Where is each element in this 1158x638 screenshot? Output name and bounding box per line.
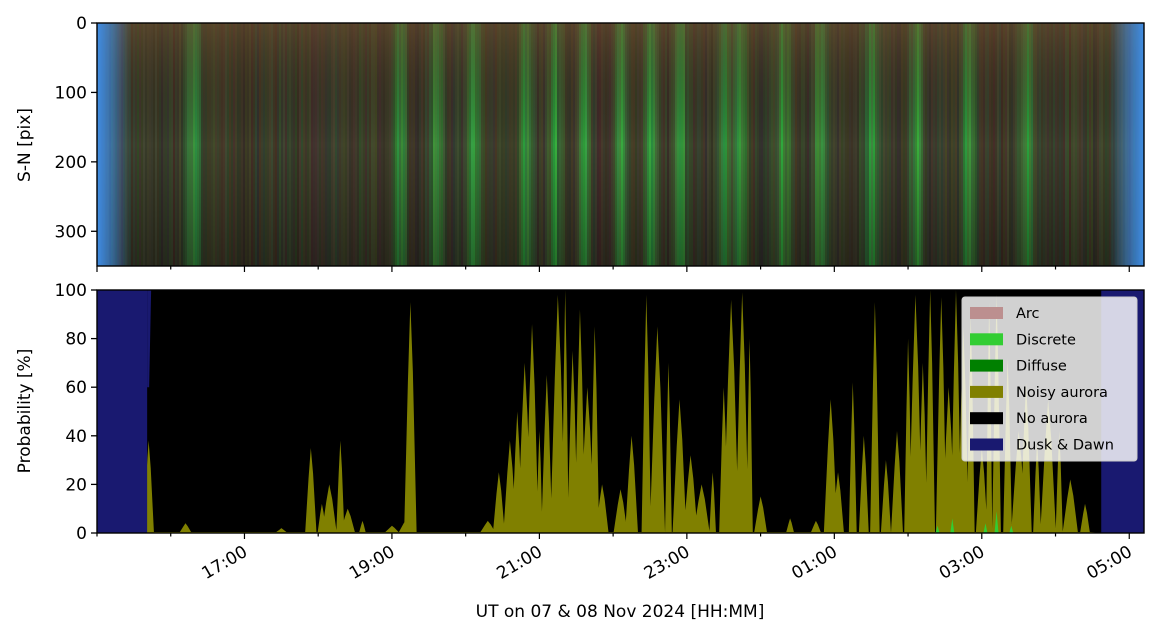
- x-tick-label: 19:00: [346, 542, 398, 584]
- legend-entry: Dusk & Dawn: [1016, 438, 1114, 454]
- legend-entry: No aurora: [1016, 411, 1088, 427]
- legend-swatch: [970, 333, 1003, 346]
- probability-y-axis: 0 20 40 60 80 100: [55, 281, 97, 544]
- keogram-panel: 0 100 200 300 S-N [pix]: [15, 14, 1145, 272]
- probability-frame: [96, 289, 1145, 534]
- probability-y-tick-label: 80: [65, 330, 87, 350]
- keogram-y-tick-label: 200: [55, 153, 87, 173]
- legend-entry: Discrete: [1016, 332, 1076, 348]
- probability-y-tick-label: 60: [65, 378, 87, 398]
- keogram-y-tick-label: 0: [76, 14, 87, 34]
- keogram-y-tick-label: 100: [55, 83, 87, 103]
- discrete-area: [983, 523, 988, 533]
- legend-entry: Arc: [1016, 306, 1040, 322]
- probability-panel: 0 20 40 60 80 100 17:00 19:00 21:00 23:00 01:00 03…: [15, 281, 1145, 622]
- probability-y-label: Probability [%]: [15, 349, 35, 474]
- legend: Arc Discrete Diffuse Noisy aurora No aurora D…: [961, 296, 1138, 462]
- legend-box: [961, 296, 1138, 462]
- keogram-frame: [96, 22, 1145, 267]
- legend-swatch: [970, 307, 1003, 319]
- probability-x-axis: 17:00 19:00 21:00 23:00 01:00 03:00 05:00: [96, 533, 1136, 584]
- keogram-y-label: S-N [pix]: [15, 108, 35, 182]
- probability-y-tick-label: 20: [65, 475, 87, 495]
- discrete-area: [1009, 525, 1014, 533]
- x-tick-label: 21:00: [493, 542, 545, 584]
- legend-swatch: [970, 438, 1003, 451]
- probability-y-tick-label: 0: [76, 524, 87, 544]
- keogram-y-tick-label: 300: [55, 222, 87, 242]
- keogram-y-axis: 0 100 200 300: [55, 14, 97, 242]
- x-tick-label: 17:00: [199, 542, 251, 584]
- x-axis-label: UT on 07 & 08 Nov 2024 [HH:MM]: [476, 602, 765, 622]
- x-tick-label: 05:00: [1083, 542, 1135, 584]
- discrete-area: [994, 511, 999, 533]
- dusk-area: [97, 290, 148, 533]
- discrete-area: [950, 518, 955, 533]
- legend-entry: Diffuse: [1016, 359, 1067, 375]
- legend-swatch: [970, 359, 1003, 372]
- x-tick-label: 01:00: [788, 542, 840, 584]
- x-tick-label: 23:00: [641, 542, 693, 584]
- probability-y-tick-label: 100: [55, 281, 87, 301]
- keogram-image: [97, 23, 1144, 266]
- dusk-tail: [147, 290, 152, 388]
- legend-swatch: [970, 385, 1003, 398]
- keogram-x-ticks: [96, 266, 1130, 272]
- probability-y-tick-label: 40: [65, 427, 87, 447]
- legend-swatch: [970, 412, 1003, 425]
- noisy-aurora-area: [143, 290, 1102, 533]
- x-tick-label: 03:00: [936, 542, 988, 584]
- discrete-area: [935, 525, 940, 533]
- legend-entry: Noisy aurora: [1016, 385, 1108, 401]
